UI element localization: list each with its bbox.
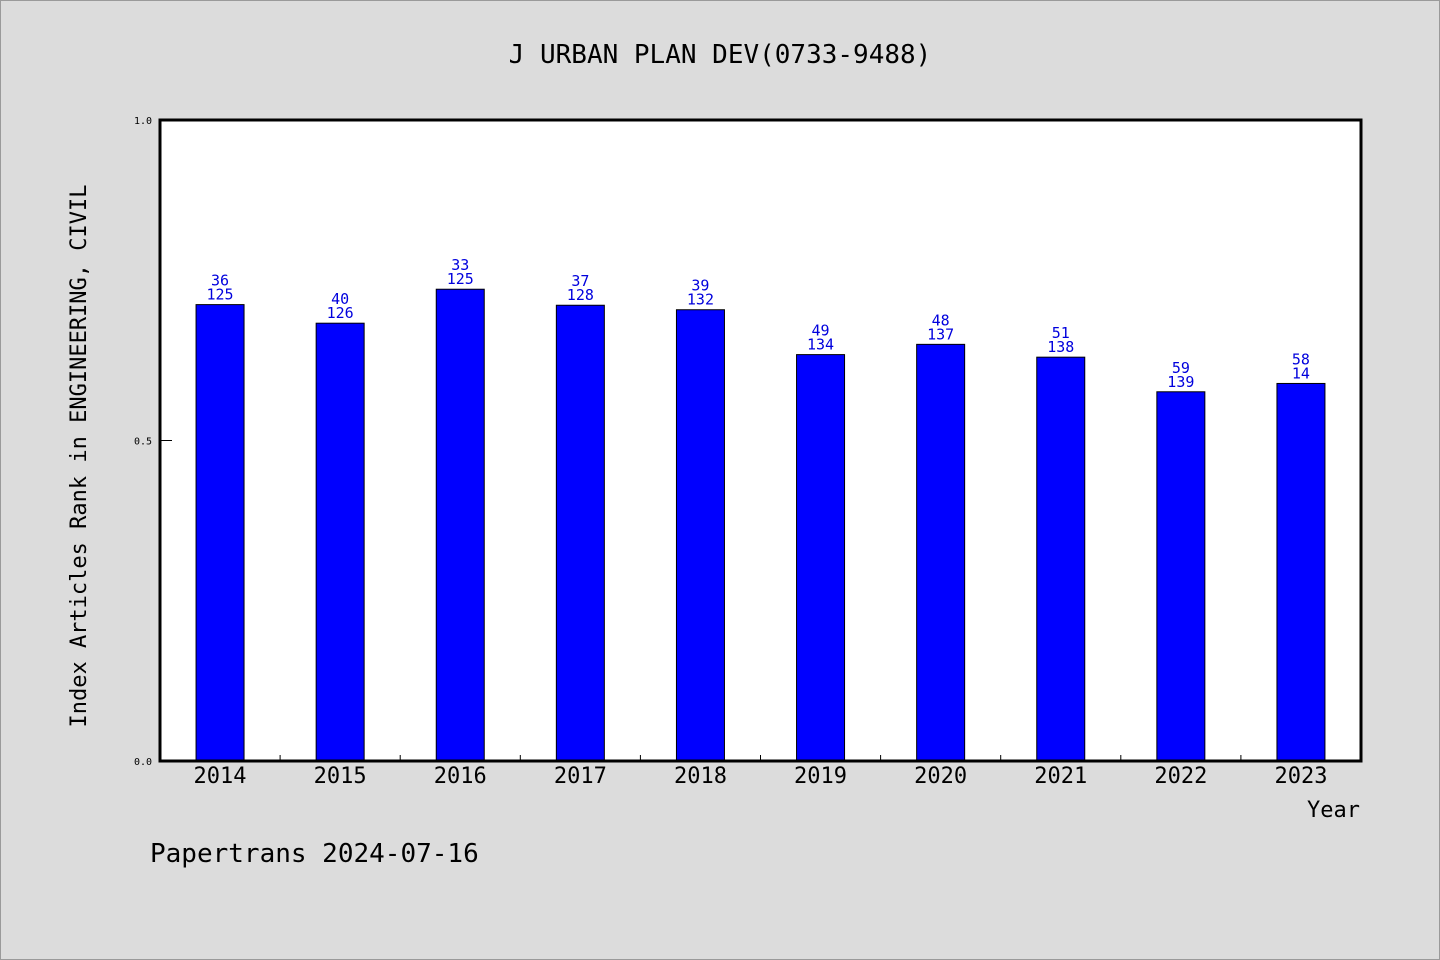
x-tick-label: 2022: [1154, 764, 1207, 789]
data-label-top: 33: [451, 256, 469, 274]
bar-2014: [195, 304, 245, 762]
bar-2015: [315, 322, 365, 762]
y-tick-label: 1.0: [134, 116, 152, 127]
data-label-bottom: 125: [207, 286, 234, 304]
data-label-bottom: 14: [1292, 364, 1310, 382]
bars: [195, 288, 1326, 762]
data-label-bottom: 126: [327, 304, 354, 322]
data-label-top: 48: [932, 311, 950, 329]
chart-title: J URBAN PLAN DEV(0733-9488): [509, 40, 932, 70]
bar-2016: [435, 288, 485, 762]
bar-2017: [555, 304, 605, 762]
data-label-top: 49: [812, 322, 830, 340]
y-tick-label: 0.5: [134, 437, 152, 448]
bar-2021: [1036, 356, 1086, 762]
y-axis-label: Index Articles Rank in ENGINEERING, CIVI…: [67, 184, 92, 727]
data-label-top: 40: [331, 290, 349, 308]
x-tick-label: 2016: [434, 764, 487, 789]
footer-text: Papertrans 2024-07-16: [150, 839, 479, 869]
data-label-bottom: 138: [1047, 338, 1074, 356]
data-label-top: 51: [1052, 324, 1070, 342]
data-label-top: 37: [571, 272, 589, 290]
data-label-bottom: 132: [687, 291, 714, 309]
data-label-bottom: 134: [807, 336, 834, 354]
x-tick-label: 2017: [554, 764, 607, 789]
bar-2020: [916, 343, 966, 762]
x-tick-label: 2018: [674, 764, 727, 789]
x-tick-label: 2023: [1274, 764, 1327, 789]
data-label-bottom: 137: [927, 325, 954, 343]
bar-2019: [796, 354, 846, 762]
x-tick-label: 2015: [314, 764, 367, 789]
x-axis-label: Year: [1307, 798, 1360, 823]
x-tick-label: 2019: [794, 764, 847, 789]
data-label-bottom: 139: [1167, 373, 1194, 391]
x-tick-label: 2021: [1034, 764, 1087, 789]
data-label-bottom: 125: [447, 270, 474, 288]
y-tick-label: 0.0: [134, 757, 152, 768]
data-label-top: 39: [691, 277, 709, 295]
x-axis: 2014 2015 2016 2017 2018 2019 2020 2021 2022 2023: [194, 755, 1327, 789]
x-tick-label: 2020: [914, 764, 967, 789]
data-label-top: 59: [1172, 359, 1190, 377]
bar-2022: [1156, 391, 1206, 762]
data-label-top: 58: [1292, 350, 1310, 368]
data-label-top: 36: [211, 272, 229, 290]
x-tick-label: 2014: [194, 764, 247, 789]
bar-2023: [1276, 382, 1326, 762]
plot-border: [158, 118, 1363, 763]
bar-2018: [675, 309, 725, 762]
data-label-bottom: 128: [567, 286, 594, 304]
